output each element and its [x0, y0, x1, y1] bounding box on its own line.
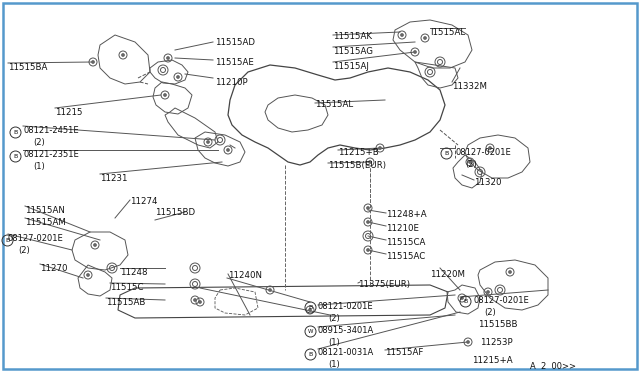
Text: 11515AE: 11515AE [215, 58, 254, 67]
Text: B: B [444, 151, 449, 156]
Circle shape [424, 36, 426, 39]
Circle shape [163, 93, 166, 96]
Text: 11215+B: 11215+B [338, 148, 379, 157]
Text: 11515C: 11515C [110, 283, 143, 292]
Circle shape [369, 160, 371, 164]
Circle shape [488, 147, 492, 150]
Text: 08121-2351E: 08121-2351E [23, 150, 79, 159]
Text: B: B [463, 299, 468, 304]
Text: B: B [308, 305, 312, 310]
Text: B: B [13, 154, 18, 159]
Text: (1): (1) [328, 338, 340, 347]
Text: 11215: 11215 [55, 108, 83, 117]
Circle shape [378, 147, 381, 150]
Text: 11515AL: 11515AL [315, 100, 353, 109]
Text: (1): (1) [328, 360, 340, 369]
Text: 08915-3401A: 08915-3401A [318, 326, 374, 335]
Text: 11332M: 11332M [452, 82, 487, 91]
Circle shape [177, 76, 179, 78]
Text: 11515AF: 11515AF [385, 348, 424, 357]
Text: 11515BB: 11515BB [478, 320, 518, 329]
Text: (2): (2) [328, 314, 340, 323]
Text: (2): (2) [18, 246, 29, 255]
Text: 11375(EUR): 11375(EUR) [358, 280, 410, 289]
Text: 11210P: 11210P [215, 78, 248, 87]
Text: (2): (2) [465, 160, 477, 169]
Text: 11253P: 11253P [480, 338, 513, 347]
Circle shape [461, 296, 463, 299]
Circle shape [468, 160, 472, 164]
Text: 11220M: 11220M [430, 270, 465, 279]
Circle shape [86, 273, 90, 276]
Text: 11515AD: 11515AD [215, 38, 255, 47]
Text: 11515AG: 11515AG [333, 47, 373, 56]
Text: W: W [308, 329, 313, 334]
Circle shape [308, 308, 312, 311]
Text: 11210E: 11210E [386, 224, 419, 233]
Text: B: B [13, 130, 18, 135]
Circle shape [401, 33, 403, 36]
Circle shape [227, 148, 230, 151]
Circle shape [269, 289, 271, 292]
Text: 11248+A: 11248+A [386, 210, 427, 219]
Circle shape [367, 221, 369, 224]
Circle shape [92, 61, 95, 64]
Circle shape [367, 248, 369, 251]
Text: (2): (2) [484, 308, 496, 317]
Text: 11240N: 11240N [228, 271, 262, 280]
Text: 11515AJ: 11515AJ [333, 62, 369, 71]
Circle shape [509, 270, 511, 273]
Circle shape [198, 301, 202, 304]
Text: 11515BD: 11515BD [155, 208, 195, 217]
Circle shape [166, 57, 170, 60]
Text: 11515AC: 11515AC [386, 252, 425, 261]
Text: 11515BA: 11515BA [8, 63, 47, 72]
Text: 08127-0201E: 08127-0201E [8, 234, 64, 243]
Text: (2): (2) [33, 138, 45, 147]
Circle shape [93, 244, 97, 247]
Text: 11248: 11248 [120, 268, 147, 277]
Text: I1515AL: I1515AL [430, 28, 465, 37]
Text: 11515B(EUR): 11515B(EUR) [328, 161, 386, 170]
Text: 08121-0201E: 08121-0201E [318, 302, 374, 311]
Circle shape [207, 141, 209, 144]
Text: 08121-0031A: 08121-0031A [318, 348, 374, 357]
Text: 11320: 11320 [474, 178, 502, 187]
Text: 11515AK: 11515AK [333, 32, 372, 41]
Text: 11270: 11270 [40, 264, 67, 273]
Text: 11515AM: 11515AM [25, 218, 66, 227]
Text: 11515AB: 11515AB [106, 298, 145, 307]
Text: 11215+A: 11215+A [472, 356, 513, 365]
Text: B: B [308, 352, 312, 357]
Circle shape [367, 206, 369, 209]
Circle shape [486, 291, 490, 294]
Text: 11231: 11231 [100, 174, 127, 183]
Text: 08127-0201E: 08127-0201E [474, 296, 530, 305]
Circle shape [193, 298, 196, 301]
Text: A  2  00>>: A 2 00>> [530, 362, 576, 371]
Text: (1): (1) [33, 162, 45, 171]
Text: 11515CA: 11515CA [386, 238, 426, 247]
Circle shape [122, 54, 125, 57]
Text: 08121-2451E: 08121-2451E [23, 126, 79, 135]
Text: 11515AN: 11515AN [25, 206, 65, 215]
Circle shape [467, 340, 470, 343]
Text: B: B [5, 238, 10, 243]
Circle shape [413, 51, 417, 54]
Text: 08127-0201E: 08127-0201E [455, 148, 511, 157]
Text: 11274: 11274 [130, 197, 157, 206]
